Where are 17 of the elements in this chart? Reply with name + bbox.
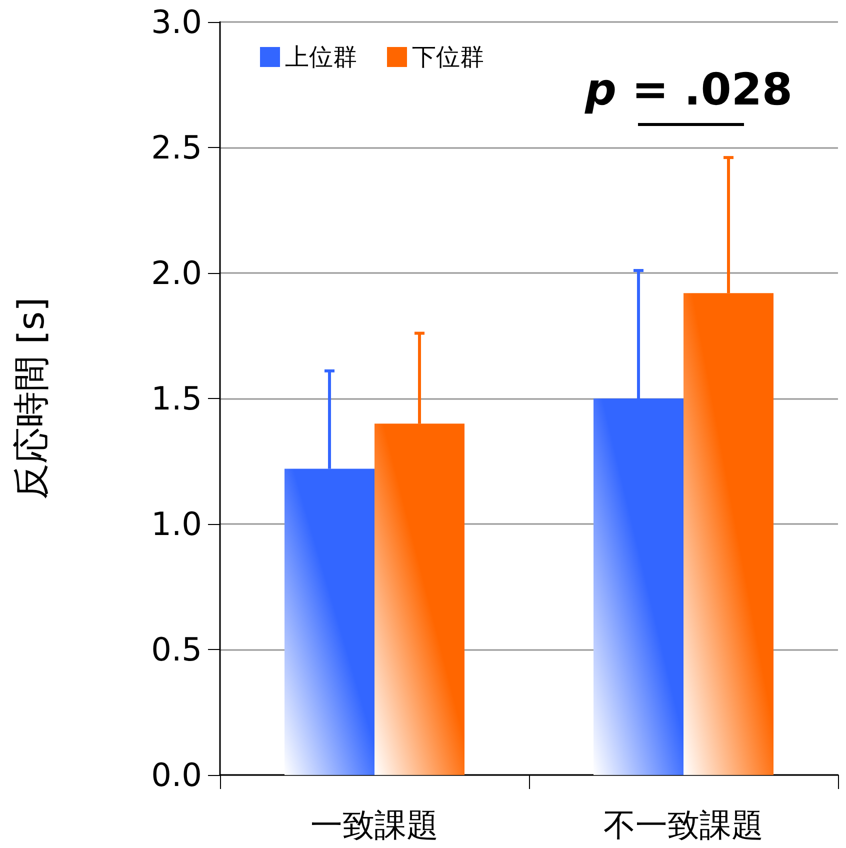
x-tick-label: 不一致課題 [604,806,764,844]
bar [284,468,374,775]
y-tick-label: 1.5 [151,380,202,418]
x-tick-label: 一致課題 [310,806,438,844]
y-tick-label: 2.5 [151,128,202,166]
bar [594,398,684,775]
y-tick-label: 3.0 [151,3,202,41]
legend-label: 下位群 [412,43,484,71]
y-axis-title: 反応時間 [s] [12,297,52,500]
y-tick-label: 1.0 [151,505,202,543]
y-tick-label: 0.0 [151,756,202,794]
y-tick-label: 2.0 [151,254,202,292]
annotation: p = .028 [584,64,793,116]
bar [374,424,464,775]
y-tick-label: 0.5 [151,630,202,668]
legend-label: 上位群 [285,43,357,71]
bar [684,293,774,775]
